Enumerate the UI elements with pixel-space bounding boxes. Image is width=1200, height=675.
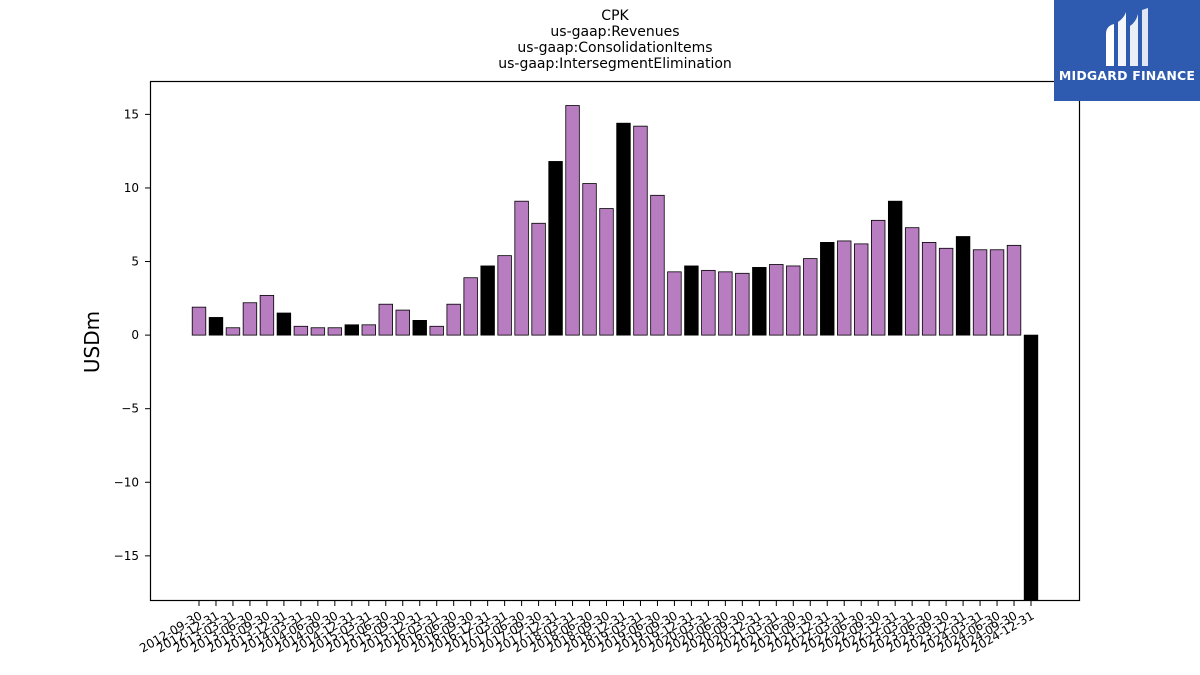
bar-2017-12-31 <box>548 161 563 336</box>
bar-2021-09-30 <box>803 258 818 336</box>
bar-2021-06-30 <box>786 265 801 336</box>
bar-2019-12-31 <box>684 265 699 336</box>
bar-2018-09-30 <box>599 208 614 336</box>
bar-2018-03-31 <box>565 105 580 336</box>
chart-title: CPK us-gaap:Revenues us-gaap:Consolidati… <box>498 8 732 72</box>
bar-2023-09-30 <box>938 247 954 336</box>
y-axis: −15 −10 −5 0 5 10 15 <box>114 107 151 563</box>
bar-2024-12-31 <box>1023 334 1039 601</box>
chart-title-line-2: us-gaap:Revenues <box>550 24 679 40</box>
bar-2019-06-30 <box>650 194 665 336</box>
y-tick-label: 15 <box>124 107 139 121</box>
bar-2023-03-31 <box>904 227 920 336</box>
midgard-logo-icon <box>1106 8 1148 66</box>
bar-2014-12-31 <box>344 324 360 336</box>
bar-2016-03-31 <box>429 325 444 336</box>
bar-2015-12-31 <box>412 319 427 336</box>
bar-2019-09-30 <box>667 271 682 336</box>
bar-2014-09-30 <box>327 327 343 336</box>
y-tick-label: −15 <box>114 549 139 563</box>
bar-2013-12-31 <box>276 312 292 336</box>
chart-title-line-4: us-gaap:IntersegmentElimination <box>498 56 732 72</box>
bar-2022-12-31 <box>887 200 903 336</box>
y-tick-label: 10 <box>124 181 139 195</box>
bar-2020-06-30 <box>718 271 733 336</box>
brand-logo: MIDGARD FINANCE <box>1054 0 1200 101</box>
bar-2022-06-30 <box>854 243 869 336</box>
plot-frame <box>149 80 1081 602</box>
bar-2017-06-30 <box>514 200 529 336</box>
bar-2015-09-30 <box>395 309 410 336</box>
bar-2024-09-30 <box>1006 244 1022 336</box>
bar-2016-12-31 <box>480 265 495 336</box>
bar-2021-12-31 <box>820 242 835 336</box>
bar-2020-12-31 <box>752 267 767 336</box>
bar-2022-09-30 <box>870 219 886 336</box>
bar-2013-09-30 <box>259 294 275 336</box>
x-axis: 2012-09-302012-12-312013-03-312013-06-30… <box>137 600 1037 655</box>
bar-2017-09-30 <box>531 222 546 336</box>
bar-2023-12-31 <box>955 236 971 336</box>
bar-2016-06-30 <box>446 303 461 336</box>
bar-2022-03-31 <box>837 240 852 336</box>
bar-2024-06-30 <box>989 249 1005 336</box>
bar-2013-03-31 <box>225 327 241 336</box>
y-tick-label: 0 <box>131 328 139 342</box>
bar-2018-06-30 <box>582 183 597 336</box>
bar-2019-03-31 <box>633 125 648 336</box>
y-axis-label: USDm <box>80 311 104 373</box>
y-tick-label: −5 <box>121 402 139 416</box>
bar-2017-03-31 <box>497 255 512 336</box>
bar-2023-06-30 <box>921 242 937 336</box>
y-tick-label: −10 <box>114 475 139 489</box>
bar-2020-03-31 <box>701 269 716 336</box>
bar-2024-03-31 <box>972 249 988 336</box>
bar-2013-06-30 <box>242 302 258 336</box>
bar-2021-03-31 <box>769 264 784 336</box>
chart-title-line-1: CPK <box>601 8 629 24</box>
bar-2014-06-30 <box>310 327 326 336</box>
brand-name: MIDGARD FINANCE <box>1058 68 1196 83</box>
bar-2016-09-30 <box>463 277 478 336</box>
bar-2015-03-31 <box>361 324 376 336</box>
chart-title-line-3: us-gaap:ConsolidationItems <box>517 40 712 56</box>
bar-2015-06-30 <box>378 303 393 336</box>
bar-2018-12-31 <box>616 122 631 336</box>
bar-2020-09-30 <box>735 272 750 336</box>
bar-2012-09-30 <box>191 306 207 336</box>
y-tick-label: 5 <box>131 255 139 269</box>
bar-2012-12-31 <box>208 317 224 336</box>
bar-2014-03-31 <box>293 325 309 336</box>
bars-group <box>191 105 1039 601</box>
